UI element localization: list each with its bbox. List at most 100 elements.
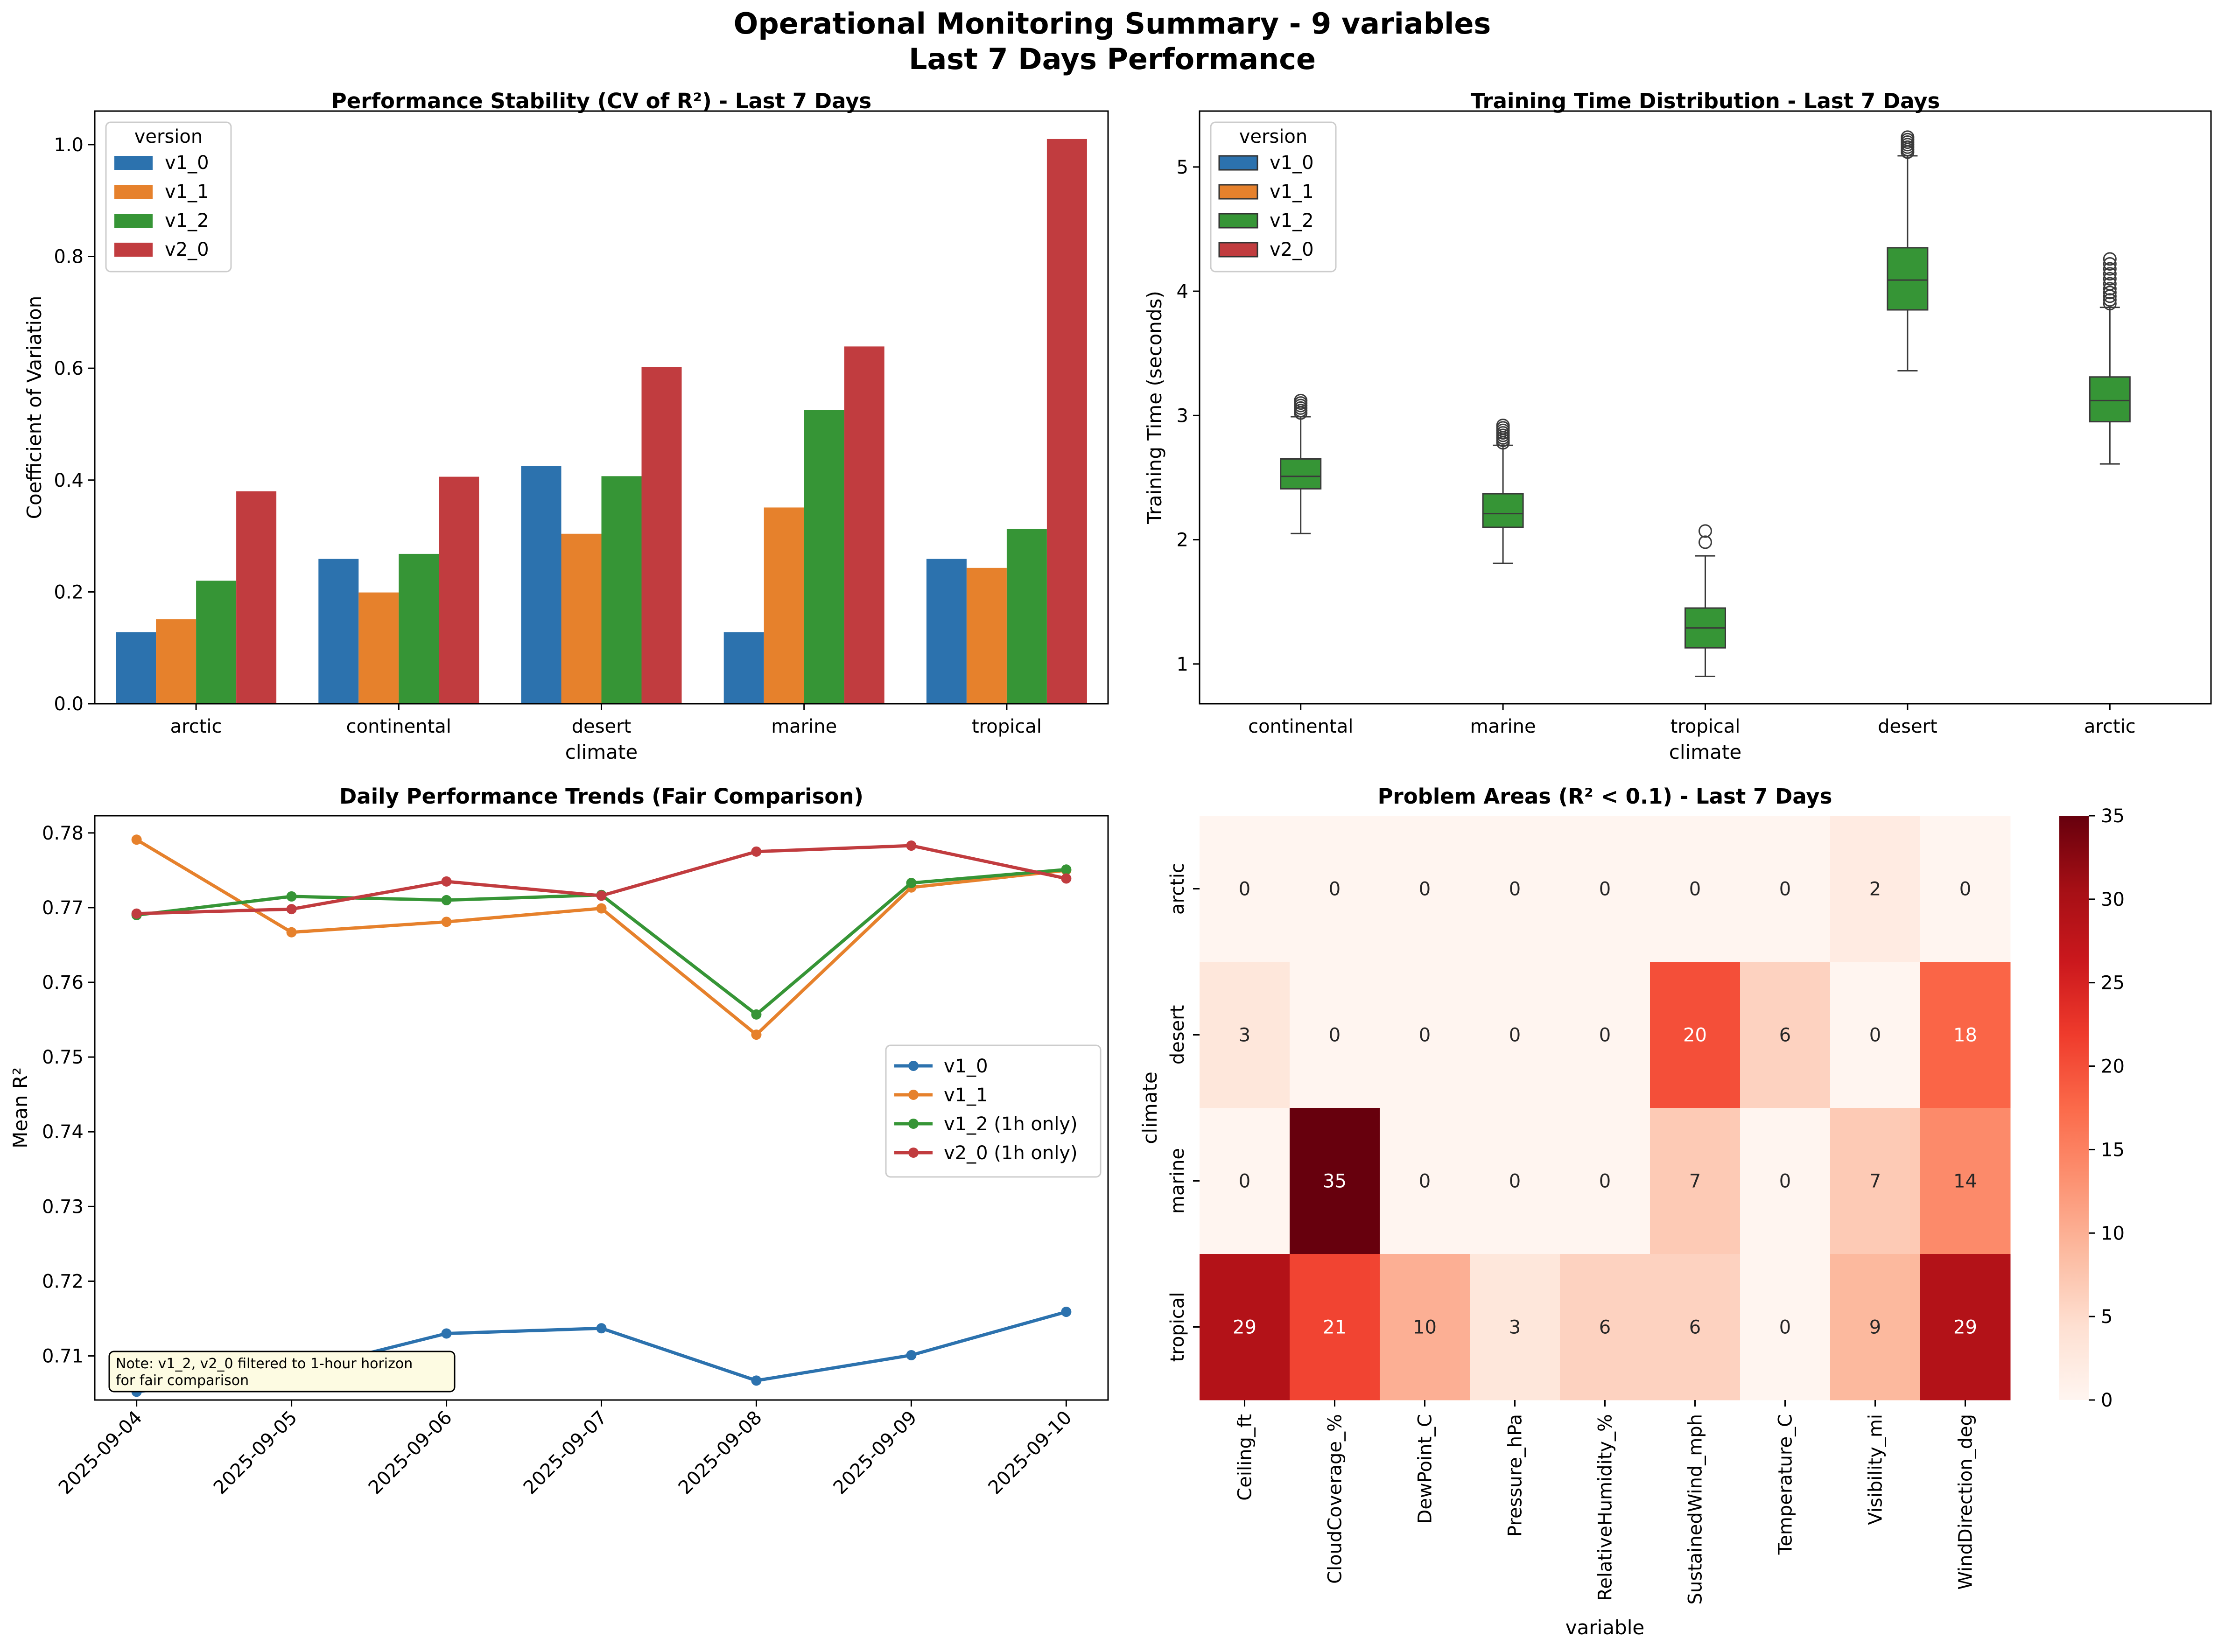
heat-cell-label: 0 [1329, 1025, 1341, 1046]
cv-bar [804, 410, 844, 704]
box-legend-label: v1_2 [1270, 210, 1314, 231]
axes-frame [94, 110, 1109, 705]
heat-ylabel: climate [1138, 1071, 1161, 1144]
trend-point [751, 1375, 762, 1386]
cv-bar [1006, 528, 1047, 704]
heat-cell [1560, 1108, 1650, 1254]
cv-bar [966, 567, 1007, 704]
heat-cell [1380, 816, 1470, 962]
heat-cell-label: 29 [1953, 1317, 1977, 1338]
cv-legend-label: v1_0 [165, 152, 209, 174]
cv-xtick-label: desert [572, 716, 632, 737]
box-ytick-label: 1 [1177, 654, 1188, 675]
heat-cell-label: 7 [1869, 1171, 1881, 1192]
trend-note-line2: for fair comparison [116, 1372, 249, 1389]
heat-cell [1650, 816, 1741, 962]
heat-cell [1830, 816, 1921, 962]
figure-title-line1: Operational Monitoring Summary - 9 varia… [734, 7, 1491, 41]
heat-ytick-label: desert [1167, 1005, 1188, 1065]
heat-cell-label: 21 [1323, 1317, 1347, 1338]
heat-cell [1650, 1254, 1741, 1400]
box-xtick-label: marine [1470, 716, 1536, 737]
trend-legend-marker [908, 1061, 919, 1071]
box-legend-title: version [1239, 126, 1308, 147]
heat-colorbar-label: 10 [2101, 1223, 2125, 1244]
cv-bar [196, 581, 237, 704]
heat-cell-label: 0 [1779, 1317, 1791, 1338]
heat-cell [1920, 1108, 2011, 1254]
trend-point [131, 908, 142, 919]
heat-cell [1560, 1254, 1650, 1400]
heat-cell [1830, 962, 1921, 1108]
box-iqr [1280, 458, 1322, 490]
heat-xtick-label: Temperature_C [1775, 1414, 1797, 1555]
trend-point [596, 1323, 607, 1334]
heat-cell-label: 0 [1779, 1171, 1791, 1192]
heat-cell [1470, 816, 1560, 962]
cv-ytick-label: 0.4 [54, 470, 84, 491]
trend-point [441, 895, 452, 905]
cv-legend-label: v2_0 [165, 239, 209, 260]
heat-cell [1470, 1254, 1560, 1400]
trend-point [751, 1029, 762, 1040]
heat-cell-label: 7 [1689, 1171, 1701, 1192]
heat-cell [1200, 1108, 1290, 1254]
trend-legend-label: v1_2 (1h only) [944, 1113, 1078, 1135]
cv-xtick-label: tropical [972, 716, 1042, 737]
cv-ytick-label: 0.2 [54, 581, 84, 603]
heat-cell-label: 2 [1869, 879, 1881, 900]
trend-point [596, 903, 607, 914]
heat-xtick-label: CloudCoverage_% [1325, 1414, 1346, 1584]
box-outlier [2103, 293, 2117, 307]
heat-cell [1470, 1108, 1560, 1254]
heat-cell-label: 3 [1239, 1025, 1250, 1046]
heat-cell [1740, 1254, 1831, 1400]
cv-bar [318, 559, 359, 704]
heat-cell-label: 18 [1953, 1025, 1977, 1046]
heat-colorbar-label: 25 [2101, 973, 2125, 994]
box-outlier [2103, 252, 2117, 266]
heat-cell [1830, 1254, 1921, 1400]
heat-cell-label: 0 [1599, 1025, 1611, 1046]
trend-note-line1: Note: v1_2, v2_0 filtered to 1-hour hori… [116, 1356, 413, 1372]
box-outlier [1294, 393, 1308, 407]
cv-ytick-label: 0.8 [54, 246, 84, 268]
heat-xtick-label: Pressure_hPa [1505, 1414, 1526, 1537]
trend-point [751, 1009, 762, 1020]
trend-point [131, 834, 142, 845]
trend-legend-marker [908, 1119, 919, 1129]
heat-title: Problem Areas (R² < 0.1) - Last 7 Days [1378, 784, 1832, 809]
trend-plot-area [131, 834, 1072, 1397]
cv-bar [521, 466, 562, 704]
trend-ylabel: Mean R² [9, 1067, 32, 1148]
trend-legend [885, 1044, 1102, 1178]
heat-xtick-label: SustainedWind_mph [1685, 1414, 1706, 1604]
heat-cell [1200, 1254, 1290, 1400]
trend-point [751, 846, 762, 857]
box-ylabel: Training Time (seconds) [1143, 291, 1166, 525]
heat-cell-label: 6 [1779, 1025, 1791, 1046]
problem-areas-heatmap: Problem Areas (R² < 0.1) - Last 7 Days 0 0… [1138, 784, 2125, 1639]
box-outlier [1496, 419, 1510, 433]
cv-bar [844, 346, 884, 704]
heat-ytick-label: arctic [1167, 863, 1188, 915]
heat-ytick-label: marine [1167, 1148, 1188, 1214]
heat-cell-label: 29 [1233, 1317, 1256, 1338]
figure-title-line2: Last 7 Days Performance [909, 42, 1316, 76]
trend-point [906, 1350, 917, 1360]
trend-point [286, 891, 297, 902]
heat-cell [1740, 816, 1831, 962]
heat-ytick-label: tropical [1167, 1292, 1188, 1362]
cv-ylabel: Coefficient of Variation [23, 296, 46, 519]
heat-colorbar-label: 35 [2101, 805, 2125, 827]
heat-colorbar-label: 15 [2101, 1139, 2125, 1161]
heat-cell-label: 0 [1509, 1171, 1521, 1192]
heat-cell-label: 0 [1509, 879, 1521, 900]
cv-xtick-label: arctic [170, 716, 222, 737]
heat-cell-label: 0 [1689, 879, 1701, 900]
cv-bar [358, 592, 399, 704]
heat-cell-label: 0 [1419, 879, 1431, 900]
cv-legend-label: v1_1 [165, 181, 209, 203]
heat-cell-label: 10 [1413, 1317, 1437, 1338]
box-legend-swatch [1218, 155, 1258, 171]
